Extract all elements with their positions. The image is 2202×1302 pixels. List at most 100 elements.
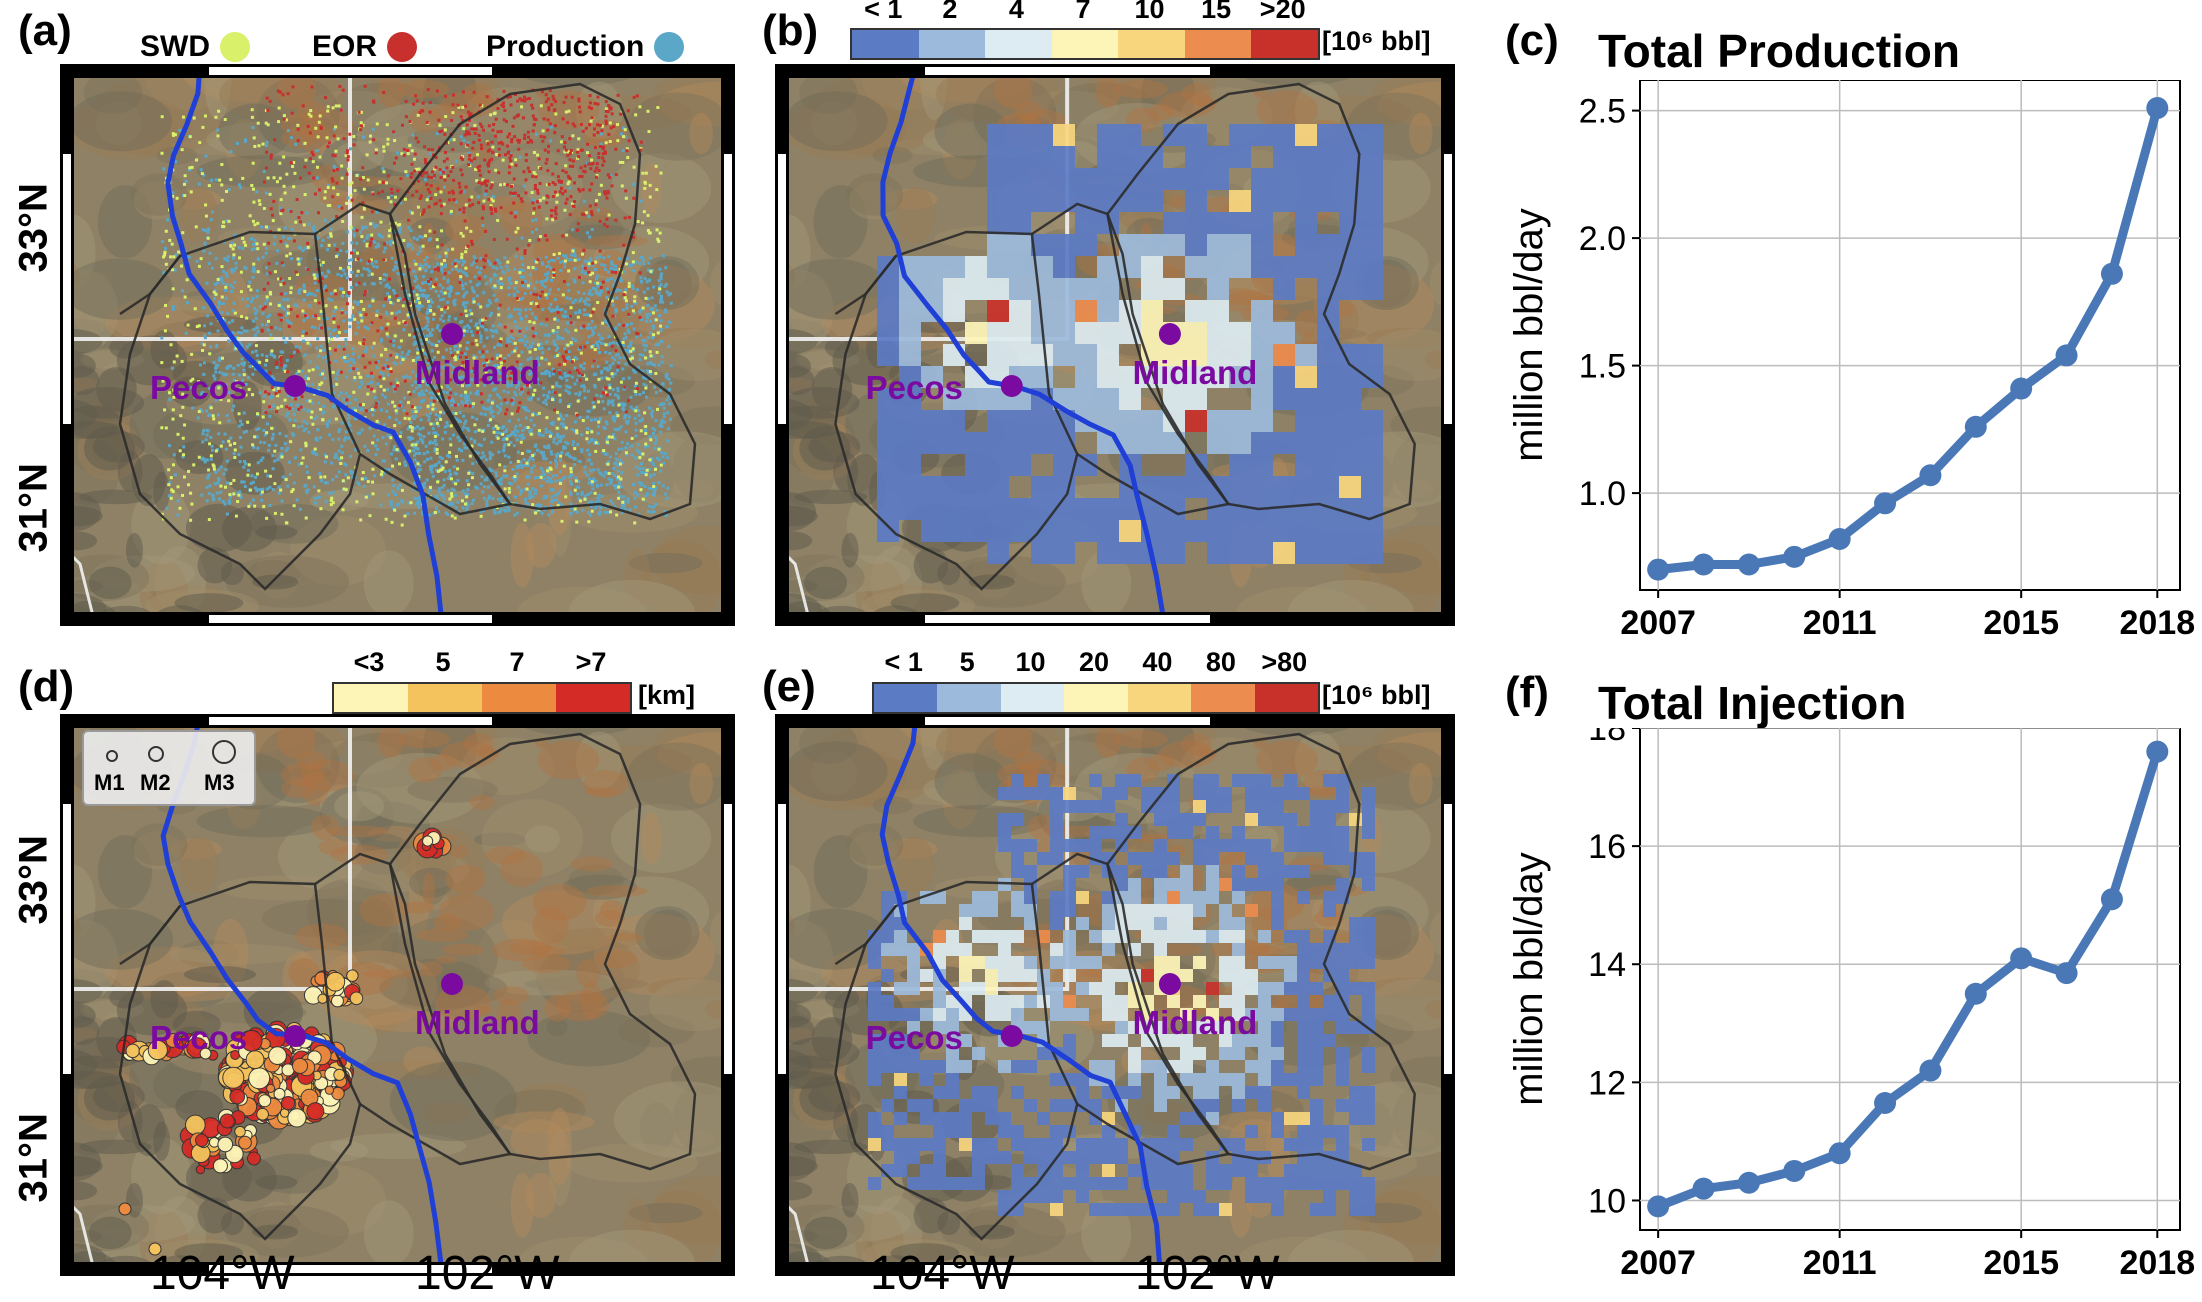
- magnitude-legend: M1 M2 M3: [82, 730, 256, 806]
- colorbar-tick-label: 10: [1134, 0, 1165, 24]
- colorbar-d-unit: [km]: [638, 680, 696, 710]
- data-point: [1828, 1142, 1851, 1165]
- panel-label-e: (e): [762, 662, 816, 711]
- colorbar-tick-label: 4: [1008, 0, 1024, 24]
- legend-eor: EOR: [312, 30, 418, 64]
- map-frame: [778, 153, 786, 424]
- lon-label-104-d: 104°W: [150, 1247, 295, 1300]
- map-frame: [208, 717, 492, 725]
- panel-label-b: (b): [762, 6, 819, 55]
- city-label-midland: Midland: [1132, 354, 1258, 391]
- data-point: [1964, 415, 1987, 438]
- colorbar-swatch: [1064, 684, 1128, 712]
- city-label-pecos: Pecos: [150, 369, 248, 406]
- legend-swd: SWD: [140, 30, 250, 64]
- colorbar-tick-label: 10: [1015, 647, 1046, 677]
- map-panel-d: Midland Pecos M1 M2 M3: [60, 714, 735, 1276]
- lat-label-33-a: 33°N: [11, 183, 56, 273]
- data-point: [1919, 1059, 1942, 1082]
- x-tick-label: 2007: [1620, 604, 1696, 642]
- colorbar-swatch: [1254, 684, 1318, 712]
- lon-label-104-e: 104°W: [870, 1247, 1015, 1300]
- legend-production: Production: [486, 30, 685, 64]
- map-frame: [924, 717, 1211, 725]
- colorbar-swatch: [1184, 30, 1252, 58]
- colorbar-swatch: [556, 684, 630, 712]
- colorbar-swatch: [985, 30, 1052, 58]
- colorbar-tick-label: 5: [435, 647, 451, 677]
- colorbar-swatch: [1000, 684, 1065, 712]
- data-point: [1783, 1159, 1806, 1182]
- map-frame: [208, 1265, 492, 1273]
- map-e-canvas: [775, 714, 1455, 1276]
- lon-label-102-d: 102°W: [415, 1247, 560, 1300]
- line-chart-total-injection: 2007 2011 2015 2018 10 12 14 16 18 million bbl/da…: [1507, 728, 2195, 1282]
- data-point: [1964, 982, 1987, 1005]
- chart-title-f: Total Injection: [1598, 677, 1907, 729]
- y-tick-label: 16: [1588, 828, 1626, 866]
- colorbar-tick-label: >80: [1261, 647, 1308, 677]
- magnitude-legend-label: M3: [204, 770, 235, 795]
- y-tick-label: 2.5: [1579, 93, 1626, 131]
- colorbar-swatch: [1127, 684, 1192, 712]
- lat-label-31-d: 31°N: [11, 1113, 56, 1203]
- x-tick-label: 2018: [2119, 604, 2195, 642]
- lat-label-31-a: 31°N: [11, 463, 56, 553]
- data-point: [2146, 740, 2169, 763]
- colorbar-tick-label: 7: [1075, 0, 1091, 24]
- colorbar-swatch: [1251, 30, 1319, 58]
- data-point: [2100, 262, 2123, 285]
- data-point: [2010, 947, 2033, 970]
- y-tick-label: 10: [1588, 1182, 1626, 1220]
- colorbar-e-unit: [10⁶ bbl]: [1322, 680, 1431, 710]
- colorbar-tick-label: >20: [1259, 0, 1306, 24]
- data-point: [1737, 1171, 1760, 1194]
- map-panel-a: Midland Pecos: [60, 64, 735, 626]
- line-chart-total-production: 2007 2011 2015 2018 1.0 1.5 2.0 2.5 million bbl/…: [1507, 80, 2195, 642]
- legend-swd-dot: [220, 32, 250, 62]
- y-tick-label: 14: [1588, 946, 1626, 984]
- legend-eor-dot: [387, 32, 418, 62]
- map-frame: [924, 67, 1211, 75]
- colorbar-b-unit: [10⁶ bbl]: [1322, 26, 1431, 56]
- city-label-pecos: Pecos: [150, 1019, 248, 1056]
- data-point: [1692, 553, 1715, 576]
- data-point: [1692, 1177, 1715, 1200]
- colorbar-d: [332, 682, 632, 714]
- magnitude-legend-label: M1: [94, 770, 125, 795]
- map-frame: [208, 615, 492, 623]
- colorbar-tick-label: 40: [1142, 647, 1173, 677]
- map-frame: [1444, 803, 1452, 1074]
- legend-production-label: Production: [486, 30, 645, 63]
- city-label-pecos: Pecos: [865, 1019, 963, 1056]
- lon-label-102-e: 102°W: [1135, 1247, 1280, 1300]
- colorbar-tick-label: 2: [942, 0, 958, 24]
- legend-eor-label: EOR: [312, 30, 378, 63]
- map-frame: [924, 615, 1211, 623]
- chart-title-c: Total Production: [1598, 25, 1961, 77]
- map-b-canvas: [775, 64, 1455, 626]
- x-tick-label: 2015: [1983, 604, 2059, 642]
- city-label-pecos: Pecos: [865, 369, 963, 406]
- colorbar-e: [872, 682, 1320, 714]
- map-frame: [63, 803, 71, 1074]
- colorbar-swatch: [408, 684, 482, 712]
- data-point: [2055, 962, 2078, 985]
- legend-production-dot: [654, 32, 685, 62]
- colorbar-tick-label: <3: [353, 647, 385, 677]
- map-frame: [724, 803, 732, 1074]
- plot-area: [1639, 80, 2181, 591]
- colorbar-tick-label: 5: [959, 647, 975, 677]
- panel-label-d: (d): [18, 662, 75, 711]
- map-d-canvas: [60, 714, 735, 1276]
- colorbar-swatch: [1191, 684, 1255, 712]
- y-tick-label: 12: [1588, 1064, 1626, 1102]
- plot-area: [1639, 728, 2181, 1231]
- panel-label-f: (f): [1505, 668, 1549, 717]
- city-label-midland: Midland: [415, 1004, 540, 1041]
- y-tick-label: 2.0: [1579, 220, 1626, 258]
- data-point: [2055, 344, 2078, 367]
- colorbar-swatch: [918, 30, 986, 58]
- data-point: [2100, 888, 2123, 911]
- x-tick-label: 2011: [1803, 1244, 1877, 1282]
